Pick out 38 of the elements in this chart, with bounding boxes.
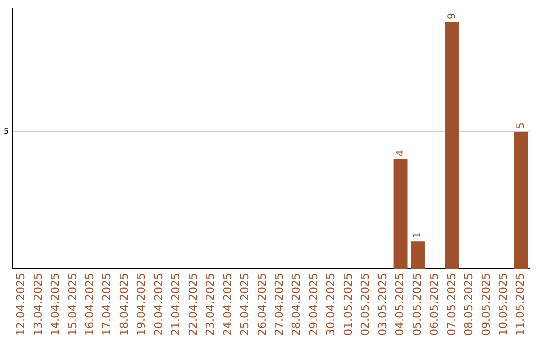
- x-tick-label: 11.05.2025: [514, 273, 528, 336]
- data-label: 4: [395, 150, 406, 156]
- x-tick-label: 04.05.2025: [394, 273, 407, 336]
- x-tick-label: 01.05.2025: [342, 273, 355, 336]
- data-label: 1: [412, 232, 424, 239]
- x-tick-label: 10.05.2025: [497, 273, 510, 336]
- x-tick-label: 03.05.2025: [376, 273, 390, 336]
- x-tick-label: 14.04.2025: [49, 273, 62, 336]
- x-tick-label: 06.05.2025: [428, 273, 442, 336]
- bar: [411, 242, 425, 270]
- x-tick-label: 18.04.2025: [118, 273, 131, 336]
- bar: [394, 159, 408, 270]
- bar: [445, 22, 460, 270]
- x-tick-label: 24.04.2025: [221, 273, 234, 336]
- x-tick-label: 28.04.2025: [290, 273, 304, 336]
- x-tick-label: 16.04.2025: [83, 273, 96, 336]
- x-tick-label: 02.05.2025: [359, 273, 372, 336]
- x-tick-label: 17.04.2025: [100, 273, 114, 336]
- x-tick-label: 08.05.2025: [462, 273, 476, 336]
- x-tick-label: 19.04.2025: [135, 273, 148, 336]
- x-tick-label: 22.04.2025: [186, 273, 200, 336]
- x-tick-label: 25.04.2025: [238, 273, 252, 336]
- x-tick-label: 09.05.2025: [480, 273, 493, 336]
- x-tick-label: 13.04.2025: [32, 273, 45, 336]
- x-tick-label: 07.05.2025: [445, 273, 458, 336]
- x-tick-label: 21.04.2025: [170, 273, 183, 336]
- x-tick-label: 29.04.2025: [307, 273, 320, 336]
- x-tick-label: 05.05.2025: [410, 273, 424, 336]
- x-tick-label: 27.04.2025: [273, 273, 286, 336]
- data-label: 5: [516, 122, 527, 130]
- data-label: 9: [447, 13, 458, 20]
- x-tick-label: 30.04.2025: [324, 273, 338, 336]
- x-tick-label: 12.04.2025: [14, 273, 28, 336]
- x-tick-label: 26.04.2025: [256, 273, 269, 336]
- x-tick-label: 23.04.2025: [204, 273, 218, 336]
- bar: [514, 132, 528, 270]
- x-tick-label: 20.04.2025: [152, 273, 166, 336]
- x-tick-label: 15.04.2025: [66, 273, 80, 336]
